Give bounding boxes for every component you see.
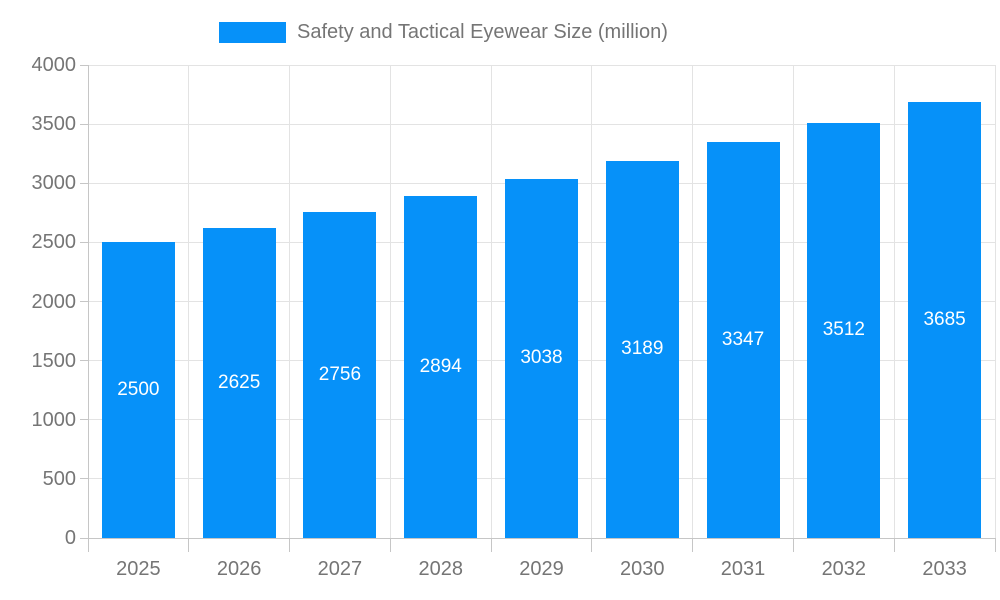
y-tick-label: 1000 — [31, 408, 77, 431]
y-axis-tick — [80, 419, 88, 421]
y-axis-tick — [80, 301, 88, 302]
y-tick-label: 0 — [64, 527, 76, 549]
bar-2028[interactable]: 2894 — [404, 195, 478, 538]
x-tick-label: 2025 — [116, 558, 161, 580]
x-axis-tick — [994, 538, 996, 552]
bar-2026[interactable]: 2625 — [202, 227, 276, 538]
bar-2033[interactable]: 3685 — [908, 102, 982, 538]
bar-value-label: 2756 — [318, 364, 362, 386]
x-axis-tick — [893, 538, 895, 552]
gridline-vertical — [490, 65, 492, 538]
x-tick-label: 2030 — [620, 558, 665, 580]
bar-value-label: 3512 — [822, 319, 865, 341]
gridline-horizontal — [88, 64, 995, 66]
y-axis-tick — [80, 360, 88, 362]
x-axis-tick — [188, 538, 190, 552]
bar-2031[interactable]: 3347 — [706, 142, 780, 538]
gridline-vertical — [591, 65, 593, 538]
y-tick-label: 2500 — [31, 231, 77, 254]
x-axis-tick — [87, 538, 89, 552]
gridline-vertical — [792, 65, 794, 538]
gridline-vertical — [389, 65, 391, 538]
bar-value-label: 2500 — [117, 379, 160, 401]
gridline-vertical — [692, 65, 694, 538]
gridline-vertical — [188, 65, 190, 538]
x-tick-label: 2032 — [821, 558, 867, 580]
bar-value-label: 3685 — [923, 309, 966, 331]
y-tick-label: 1500 — [31, 349, 77, 372]
bar-value-label: 3189 — [621, 338, 664, 360]
x-axis-tick — [490, 538, 492, 552]
y-axis-tick — [80, 123, 88, 125]
x-axis-tick — [591, 538, 593, 552]
bar-value-label: 3038 — [520, 347, 563, 369]
x-axis-tick — [692, 538, 694, 552]
bar-2032[interactable]: 3512 — [807, 122, 881, 538]
legend-label: Safety and Tactical Eyewear Size (millio… — [297, 20, 668, 43]
bar-value-label: 2625 — [218, 371, 261, 393]
x-tick-label: 2031 — [720, 558, 766, 580]
y-axis-line — [87, 65, 89, 552]
y-tick-label: 500 — [42, 467, 76, 490]
y-tick-label: 3500 — [31, 113, 77, 136]
bar-2025[interactable]: 2500 — [101, 242, 175, 538]
x-axis-tick — [289, 538, 291, 552]
y-axis-tick — [80, 478, 88, 480]
y-tick-label: 3000 — [31, 172, 77, 195]
x-axis-tick — [389, 538, 391, 552]
bar-2030[interactable]: 3189 — [605, 160, 679, 538]
bar-2029[interactable]: 3038 — [505, 178, 578, 538]
x-tick-label: 2026 — [216, 558, 262, 580]
y-axis-tick — [80, 537, 88, 539]
legend-item[interactable]: Safety and Tactical Eyewear Size (millio… — [219, 20, 668, 44]
gridline-vertical — [893, 65, 895, 538]
bar-value-label: 2894 — [419, 355, 462, 377]
x-tick-label: 2033 — [922, 558, 967, 580]
y-tick-label: 4000 — [31, 54, 77, 76]
y-axis-tick — [80, 64, 88, 66]
x-axis-tick — [792, 538, 794, 552]
y-tick-label: 2000 — [31, 290, 77, 313]
y-axis-tick — [80, 182, 88, 184]
y-axis-tick — [80, 241, 88, 243]
bar-2027[interactable]: 2756 — [303, 212, 377, 538]
x-tick-label: 2029 — [519, 558, 564, 580]
bar-value-label: 3347 — [721, 329, 765, 351]
legend-swatch — [219, 21, 286, 43]
gridline-vertical — [289, 65, 291, 538]
gridline-vertical — [994, 65, 996, 538]
x-tick-label: 2028 — [418, 558, 463, 580]
x-tick-label: 2027 — [317, 558, 363, 580]
